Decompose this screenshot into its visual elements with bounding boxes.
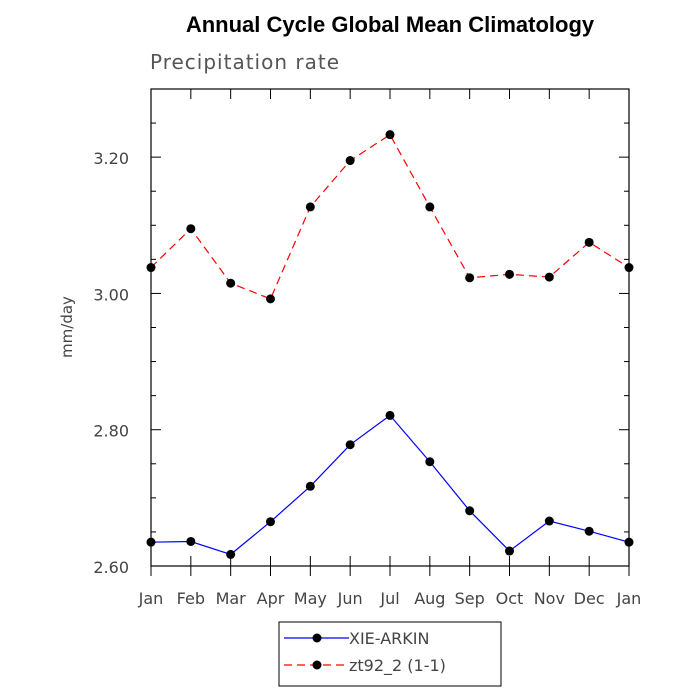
y-tick-labels: 2.60 2.80 3.00 3.20	[93, 149, 129, 577]
y-tick-label: 3.00	[93, 285, 129, 304]
data-point	[505, 269, 514, 279]
x-tick-label: May	[294, 589, 327, 608]
legend-label: XIE-ARKIN	[349, 629, 429, 648]
series-line	[150, 133, 630, 300]
legend-label: zt92_2 (1-1)	[349, 656, 446, 676]
data-point	[465, 273, 475, 283]
x-tick-labels: Jan Feb Mar Apr May Jun Jul Aug Sep Oct Nov Dec Jan	[138, 589, 642, 608]
tick-marks	[150, 88, 630, 576]
legend-box	[278, 621, 502, 687]
legend: XIE-ARKIN zt92_2 (1-1)	[278, 621, 502, 687]
data-point	[305, 202, 315, 212]
plot-frame	[150, 88, 630, 567]
x-tick-label: Feb	[177, 589, 205, 608]
data-point	[624, 537, 634, 547]
data-point	[584, 237, 594, 247]
legend-marker	[312, 633, 322, 643]
legend-entries: XIE-ARKIN zt92_2 (1-1)	[284, 629, 446, 676]
data-point	[186, 224, 196, 234]
data-point	[146, 263, 156, 273]
data-point	[266, 294, 275, 304]
x-tick-label: Sep	[455, 589, 485, 608]
chart-title: Annual Cycle Global Mean Climatology	[186, 12, 595, 37]
data-point	[385, 130, 395, 140]
data-point	[385, 410, 395, 420]
data-point	[226, 549, 236, 559]
x-tick-label: Nov	[534, 589, 565, 608]
data-point	[345, 156, 355, 166]
chart-subtitle: Precipitation rate	[150, 50, 340, 74]
x-tick-label: Oct	[496, 589, 524, 608]
data-point	[305, 481, 315, 491]
data-point	[266, 517, 275, 527]
data-point	[345, 440, 355, 450]
x-tick-label: Aug	[414, 589, 445, 608]
x-tick-label: Dec	[574, 589, 605, 608]
legend-entry: zt92_2 (1-1)	[284, 656, 446, 676]
x-tick-label: Jul	[379, 589, 399, 608]
data-point	[226, 278, 236, 288]
series-0	[146, 410, 634, 559]
x-tick-label: Jun	[337, 589, 363, 608]
x-tick-label: Apr	[257, 589, 285, 608]
y-tick-label: 2.80	[93, 422, 129, 441]
series-1	[146, 130, 634, 304]
data-point	[425, 457, 435, 467]
data-point	[584, 526, 594, 536]
data-point	[146, 537, 156, 547]
data-point	[505, 546, 514, 556]
data-point	[544, 516, 554, 526]
x-tick-label: Jan	[616, 589, 642, 608]
series-layer	[146, 130, 634, 559]
legend-marker	[312, 660, 322, 670]
y-tick-label: 2.60	[93, 558, 129, 577]
data-point	[186, 536, 196, 546]
data-point	[544, 272, 554, 282]
series-line	[150, 414, 630, 556]
data-point	[465, 506, 475, 516]
x-tick-label: Mar	[216, 589, 247, 608]
y-axis-label: mm/day	[58, 296, 76, 358]
legend-entry: XIE-ARKIN	[284, 629, 429, 648]
data-point	[425, 202, 435, 212]
x-tick-label: Jan	[138, 589, 164, 608]
y-tick-label: 3.20	[93, 149, 129, 168]
data-point	[624, 263, 634, 273]
